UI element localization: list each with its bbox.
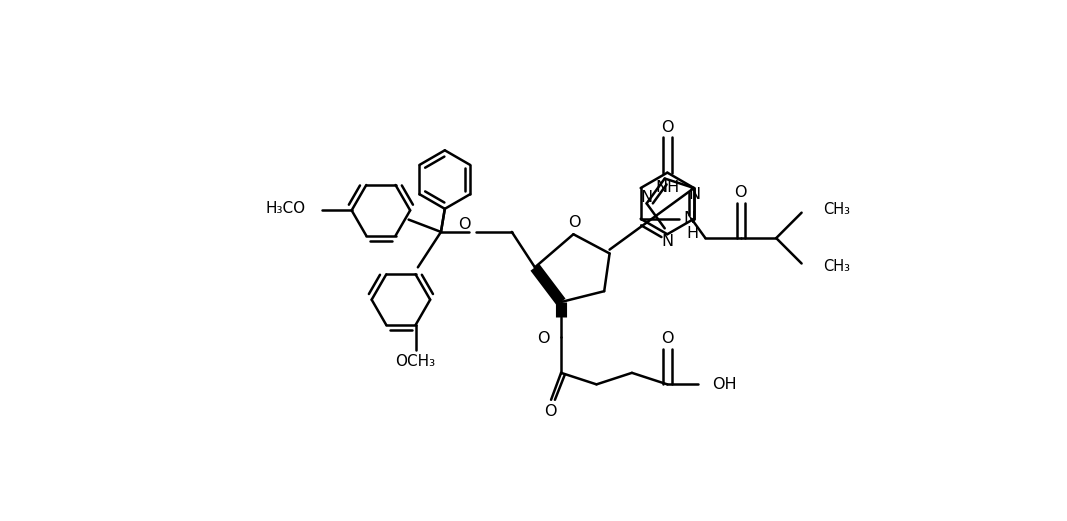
Text: O: O: [459, 217, 472, 232]
Text: OCH₃: OCH₃: [396, 354, 435, 369]
Text: N: N: [662, 234, 673, 250]
Text: O: O: [734, 185, 747, 200]
Text: OH: OH: [712, 377, 736, 392]
Text: O: O: [662, 120, 673, 135]
Text: O: O: [568, 215, 580, 230]
Text: H: H: [687, 226, 699, 241]
Text: O: O: [537, 331, 550, 345]
Text: CH₃: CH₃: [823, 202, 850, 217]
Text: N: N: [688, 188, 700, 203]
Text: O: O: [544, 404, 557, 419]
Text: H₃CO: H₃CO: [266, 201, 305, 216]
Text: O: O: [662, 331, 673, 346]
Text: N: N: [683, 212, 695, 226]
Text: NH: NH: [655, 180, 680, 195]
Text: CH₃: CH₃: [823, 259, 850, 274]
Text: N: N: [640, 190, 653, 205]
